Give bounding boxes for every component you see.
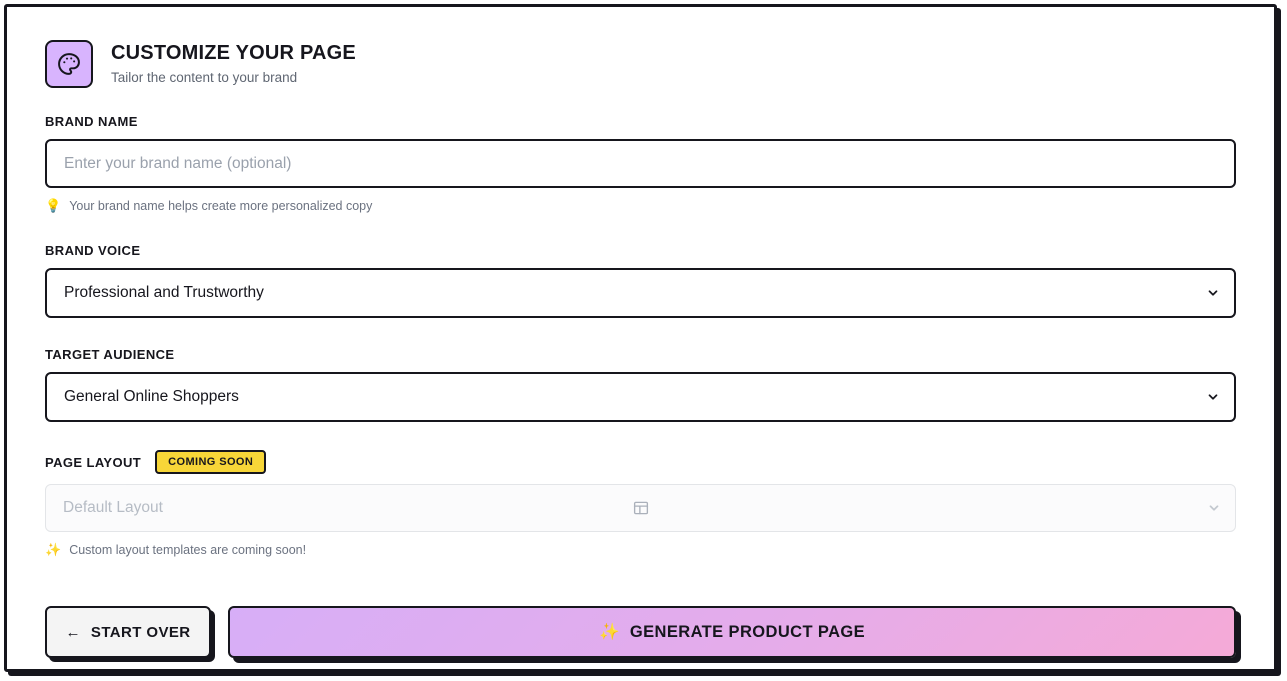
brand-name-label: BRAND NAME (45, 114, 138, 129)
target-audience-section: TARGET AUDIENCE General Online Shoppers (45, 346, 1236, 422)
generate-product-page-button[interactable]: ✨ GENERATE PRODUCT PAGE (228, 606, 1236, 658)
page-layout-selected-value: Default Layout (63, 499, 163, 516)
brand-voice-select[interactable]: Professional and Trustworthy (45, 268, 1236, 318)
customize-page-card: CUSTOMIZE YOUR PAGE Tailor the content t… (4, 4, 1277, 672)
start-over-button[interactable]: ← START OVER (45, 606, 211, 658)
generate-label: GENERATE PRODUCT PAGE (629, 622, 866, 641)
target-audience-select[interactable]: General Online Shoppers (45, 372, 1236, 422)
page-layout-label-row: PAGE LAYOUT COMING SOON (45, 450, 1236, 474)
page-layout-hint-text: Custom layout templates are coming soon! (69, 543, 307, 557)
coming-soon-badge: COMING SOON (155, 450, 267, 474)
target-audience-label: TARGET AUDIENCE (45, 347, 175, 362)
page-layout-select: Default Layout (45, 484, 1236, 532)
chevron-down-icon (1207, 501, 1221, 515)
chevron-down-icon (1206, 286, 1220, 300)
page-layout-hint: ✨ Custom layout templates are coming soo… (45, 542, 1236, 558)
page-title: CUSTOMIZE YOUR PAGE (111, 42, 356, 64)
chevron-down-icon (1206, 390, 1220, 404)
brand-name-input[interactable] (45, 139, 1236, 188)
page-layout-section: PAGE LAYOUT COMING SOON Default Layout ✨… (45, 450, 1236, 558)
sparkles-icon: ✨ (45, 542, 62, 557)
header-texts: CUSTOMIZE YOUR PAGE Tailor the content t… (111, 40, 356, 85)
start-over-label: START OVER (90, 623, 191, 641)
brand-voice-section: BRAND VOICE Professional and Trustworthy (45, 242, 1236, 318)
brand-name-hint-text: Your brand name helps create more person… (69, 199, 373, 213)
palette-icon-box (45, 40, 93, 88)
actions-row: ← START OVER ✨ GENERATE PRODUCT PAGE (45, 606, 1236, 658)
lightbulb-icon: 💡 (45, 198, 62, 213)
left-arrow-icon: ← (65, 623, 81, 641)
sparkles-icon: ✨ (598, 622, 620, 641)
brand-name-hint: 💡 Your brand name helps create more pers… (45, 198, 1236, 214)
layout-icon (632, 499, 650, 517)
brand-name-section: BRAND NAME 💡 Your brand name helps creat… (45, 113, 1236, 214)
palette-icon (55, 50, 83, 78)
page-subtitle: Tailor the content to your brand (111, 70, 298, 85)
target-audience-selected-value: General Online Shoppers (64, 388, 239, 405)
brand-voice-selected-value: Professional and Trustworthy (64, 284, 264, 301)
brand-voice-label: BRAND VOICE (45, 243, 141, 258)
page-layout-label: PAGE LAYOUT (45, 454, 142, 470)
card-header: CUSTOMIZE YOUR PAGE Tailor the content t… (45, 40, 1236, 88)
